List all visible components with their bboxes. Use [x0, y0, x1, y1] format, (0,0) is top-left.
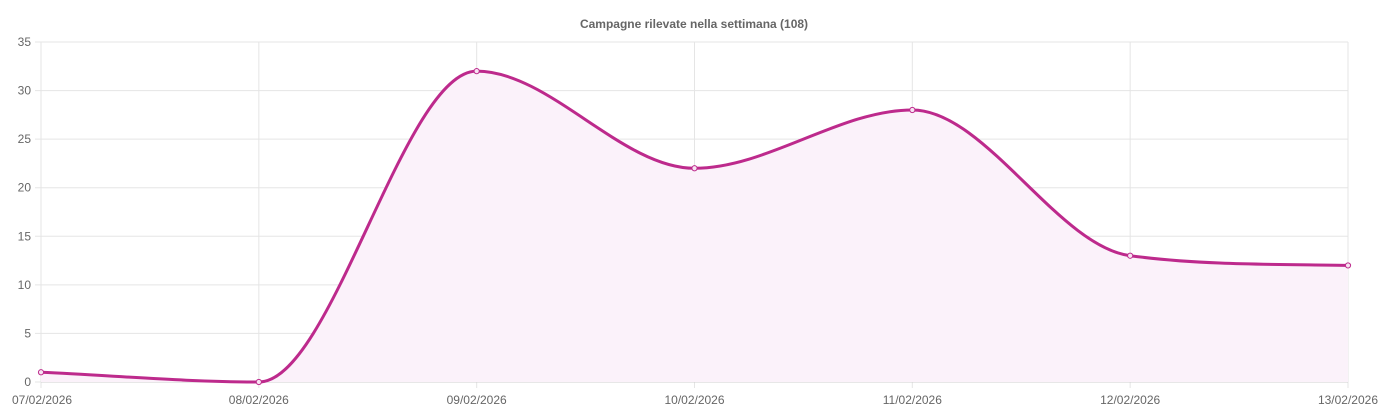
- data-point[interactable]: [1344, 262, 1352, 269]
- y-tick-label: 25: [18, 132, 32, 146]
- data-points: [37, 68, 1352, 386]
- y-tick-label: 35: [18, 35, 32, 49]
- data-point[interactable]: [1127, 252, 1134, 259]
- x-tick-label: 07/02/2026: [12, 393, 72, 407]
- data-point[interactable]: [909, 106, 916, 114]
- y-tick-label: 20: [18, 181, 32, 195]
- y-tick-label: 15: [18, 229, 32, 243]
- series-line: [39, 69, 1350, 384]
- chart-title: Campagne rilevate nella settimana (108): [580, 17, 808, 31]
- data-point[interactable]: [37, 369, 45, 376]
- y-tick-label: 10: [18, 278, 32, 292]
- x-tick-label: 13/02/2026: [1318, 393, 1378, 407]
- y-tick-label: 0: [24, 375, 31, 389]
- x-tick-label: 11/02/2026: [883, 393, 942, 407]
- data-point[interactable]: [473, 68, 480, 75]
- y-axis-ticks: 0 5 10 15 20 25 30 35: [18, 35, 32, 389]
- y-tick-label: 30: [18, 84, 32, 98]
- x-tick-label: 09/02/2026: [447, 393, 507, 407]
- y-tick-label: 5: [24, 326, 31, 340]
- data-point[interactable]: [691, 165, 698, 172]
- series-area-fill: [41, 71, 1348, 383]
- area-fill: [41, 71, 1348, 383]
- x-tick-label: 08/02/2026: [229, 393, 289, 407]
- series-lines: [39, 69, 1350, 384]
- x-axis-ticks: 07/02/2026 08/02/2026 09/02/2026 10/02/2026…: [12, 393, 1378, 407]
- x-tick-label: 12/02/2026: [1100, 393, 1160, 407]
- x-tick-label: 10/02/2026: [664, 393, 724, 407]
- data-point[interactable]: [255, 378, 262, 386]
